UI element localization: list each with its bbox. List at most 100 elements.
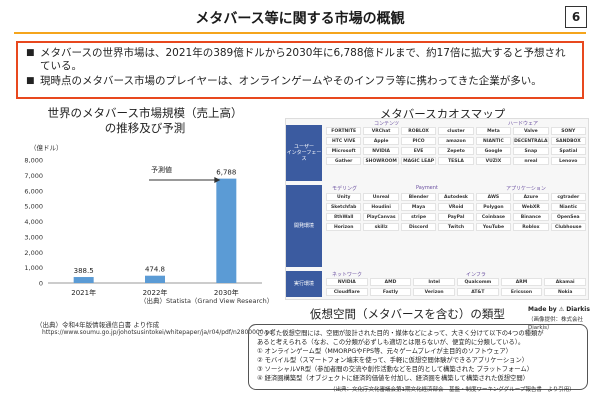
map-company-logo: Qualcomm: [457, 278, 499, 286]
square-bullet-icon: ■: [26, 48, 35, 58]
virtual-space-title: 仮想空間（メタバースを含む）の類型: [310, 307, 505, 321]
map-company-logo: SONY: [550, 127, 586, 135]
virtual-space-type-item: ③ ソーシャルVR型（参加者間の交流や創作活動などを目的として構築された プラッ…: [257, 366, 533, 373]
map-company-logo: 8thWall: [326, 213, 362, 221]
map-company-logo: FORTNITE: [326, 127, 362, 135]
map-made-by: Made by ⚠ Diarkis: [528, 306, 590, 313]
page-number: 6: [565, 6, 587, 28]
map-company-logo: NIANTIC: [475, 137, 512, 145]
map-company-logo: Microsoft: [326, 147, 362, 155]
summary-bullet-text: メタバースの世界市場は、2021年の389億ドルから2030年に6,788億ドル…: [40, 47, 566, 72]
map-company-logo: AWS: [475, 193, 512, 201]
map-company-logo: TESLA: [438, 157, 474, 165]
forecast-arrow-head-icon: [214, 177, 221, 183]
map-company-logo: OpenSea: [550, 213, 586, 221]
summary-bullet-text: 現時点のメタバース市場のプレイヤーは、オンラインゲームやそのインフラ等に携わって…: [40, 75, 542, 87]
map-company-logo: Lenovo: [550, 157, 586, 165]
map-company-logo: Blender: [400, 193, 437, 201]
map-image-credit: （画像提供：株式会社Diarkis）: [528, 317, 584, 331]
map-company-logo: Verizon: [413, 288, 455, 296]
map-company-logo: nreal: [513, 157, 549, 165]
map-company-logo: HTC VIVE: [326, 137, 362, 145]
map-company-logo: Roblox: [513, 223, 549, 231]
map-company-logo: Snap: [513, 147, 549, 155]
bar-value-label: 474.8: [145, 266, 165, 274]
map-company-logo: ROBLOX: [400, 127, 437, 135]
map-company-logo: AMD: [369, 278, 412, 286]
map-company-logo: Coinbase: [475, 213, 512, 221]
virtual-space-type-item: ④ 経済圏構築型（オブジェクトに経済的価値を付加し、経済圏を構築して構築された仮…: [257, 375, 529, 382]
map-company-logo: Maya: [400, 203, 437, 211]
virtual-space-type-item: ② モバイル型（スマートフォン端末を使って、手軽に仮想空間体験ができるアプリケー…: [257, 357, 529, 364]
map-company-logo: Azure: [513, 193, 549, 201]
y-tick-label: 8,000: [24, 157, 43, 165]
chart-title-line: の推移及び予測: [104, 121, 186, 135]
map-company-logo: PlayCanvas: [363, 213, 399, 221]
chart-source-url[interactable]: https://www.soumu.go.jp/johotsusintokei/…: [42, 329, 276, 336]
bar-value-label: 388.5: [74, 267, 94, 275]
map-company-logo: Unreal: [363, 193, 399, 201]
map-category-label: Payment: [416, 185, 438, 191]
map-company-logo: Meta: [475, 127, 512, 135]
chaos-map-title: メタバースカオスマップ: [379, 107, 506, 121]
map-company-logo: ARM: [500, 278, 543, 286]
map-company-logo: SHOWROOM: [363, 157, 399, 165]
x-tick-label: 2021年: [71, 288, 96, 297]
chart-source-note: （出典）令和4年版情報通信白書 より作成: [36, 321, 160, 329]
bar: [216, 178, 237, 283]
map-company-logo: NVIDIA: [363, 147, 399, 155]
map-company-logo: amazon: [438, 137, 474, 145]
map-side-label: 開発環境: [286, 185, 322, 267]
map-company-logo: Nokia: [544, 288, 586, 296]
map-company-logo: WebXR: [513, 203, 549, 211]
map-company-logo: AT&T: [457, 288, 499, 296]
map-company-logo: Gather: [326, 157, 362, 165]
map-company-logo: SANDBOX: [550, 137, 586, 145]
map-company-logo: Horizon: [326, 223, 362, 231]
map-company-logo: PICO: [400, 137, 437, 145]
chart-title-line: 世界のメタバース市場規模（売上高）: [47, 106, 243, 120]
title-divider: [14, 32, 586, 34]
map-company-logo: Apple: [363, 137, 399, 145]
y-tick-label: 0: [39, 280, 43, 288]
map-category-label: ネットワーク: [332, 272, 363, 278]
metaverse-chaos-map: ユーザー インターフェース 開発環境 実行環境 コンテンツ ハードウェア Pay…: [285, 118, 589, 300]
virtual-space-type-item: ① オンラインゲーム型（MMORPGやFPS等、元々ゲームプレイが主目的のソフト…: [257, 348, 512, 355]
summary-bullet: ■ 現時点のメタバース市場のプレイヤーは、オンラインゲームやそのインフラ等に携わ…: [26, 75, 574, 88]
map-logo-grid-mid: Unity Unreal Blender Autodesk AWS Azure cgtrad…: [326, 193, 586, 231]
virtual-space-box: こうした仮想空間には、空間が設計された目的・媒体などによって、大きく分けて以下の…: [248, 324, 588, 390]
map-company-logo: Unity: [326, 193, 362, 201]
bar: [145, 275, 165, 283]
map-company-logo: Twitch: [438, 223, 474, 231]
map-logo-grid-bottom: NVIDIA AMD Intel Qualcomm ARM Akamai Cloudflar…: [326, 278, 586, 296]
bar-value-label: 6,788: [216, 169, 236, 177]
map-company-logo: skillz: [363, 223, 399, 231]
map-company-logo: cluster: [438, 127, 474, 135]
y-tick-label: 7,000: [24, 172, 43, 180]
virtual-space-intro-line: こうした仮想空間には、空間が設計された目的・媒体などによって、大きく分けて以下の…: [257, 330, 544, 337]
summary-bullet: ■ メタバースの世界市場は、2021年の389億ドルから2030年に6,788億…: [26, 47, 574, 73]
map-company-logo: VRChat: [363, 127, 399, 135]
map-company-logo: Ericsson: [500, 288, 543, 296]
map-company-logo: Valve: [513, 127, 549, 135]
y-tick-label: 1,000: [24, 264, 43, 272]
map-company-logo: DECENTRALAND: [513, 137, 549, 145]
map-side-label: ユーザー インターフェース: [286, 125, 322, 181]
map-company-logo: YouTube: [475, 223, 512, 231]
bar: [73, 277, 94, 283]
map-category-label: モデリング: [332, 186, 358, 192]
map-company-logo: cgtrader: [550, 193, 586, 201]
map-company-logo: NVIDIA: [326, 278, 368, 286]
map-company-logo: Clubhouse: [550, 223, 586, 231]
map-category-label: アプリケーション: [506, 186, 546, 192]
map-company-logo: Fastly: [369, 288, 412, 296]
map-company-logo: PayPal: [438, 213, 474, 221]
map-company-logo: Akamai: [544, 278, 586, 286]
y-tick-label: 2,000: [24, 249, 43, 257]
map-company-logo: Polygon: [475, 203, 512, 211]
forecast-label: 予測値: [151, 165, 172, 174]
x-tick-label: 2022年: [143, 288, 168, 297]
map-company-logo: Sketchfab: [326, 203, 362, 211]
y-tick-label: 5,000: [24, 203, 43, 211]
map-company-logo: VUZIX: [475, 157, 512, 165]
